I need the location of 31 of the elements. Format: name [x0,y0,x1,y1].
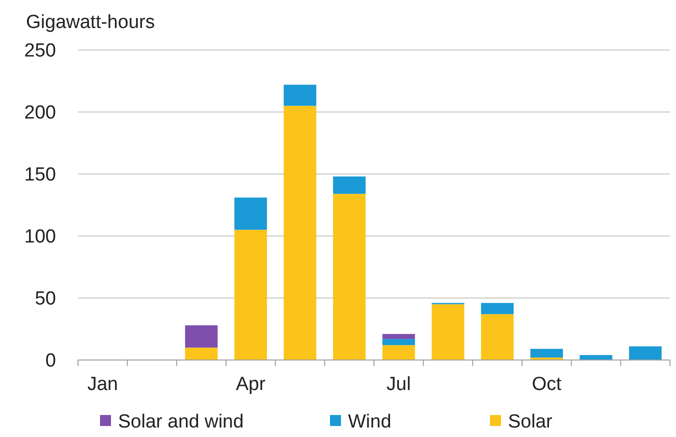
bar [185,325,218,348]
bar [185,348,218,360]
y-tick-label: 0 [45,350,56,372]
bar [333,176,366,194]
legend-label: Wind [348,412,392,433]
bar [530,348,563,358]
legend-label: Solar and wind [118,412,244,433]
bar [234,198,267,230]
bar [580,355,612,360]
bar [382,334,415,339]
y-axis-title: Gigawatt-hours [26,12,155,33]
x-tick-label: Oct [532,374,562,395]
y-tick-label: 150 [24,164,56,186]
bar [432,304,464,360]
y-tick-label: 50 [34,288,56,310]
bar [481,314,514,360]
y-tick-label: 100 [24,226,56,248]
bar [284,106,316,360]
bar [234,230,267,360]
y-tick-label: 200 [24,102,56,124]
x-tick-label: Jul [386,374,411,395]
x-tick-label: Apr [236,374,266,395]
bar [382,345,415,360]
bar [382,338,415,346]
bar [333,194,366,360]
bar [481,302,514,314]
legend-label: Solar [508,412,554,433]
bar [284,84,316,106]
y-tick-label: 250 [24,40,56,62]
bar [629,346,662,360]
x-tick-label: Jan [87,374,118,395]
